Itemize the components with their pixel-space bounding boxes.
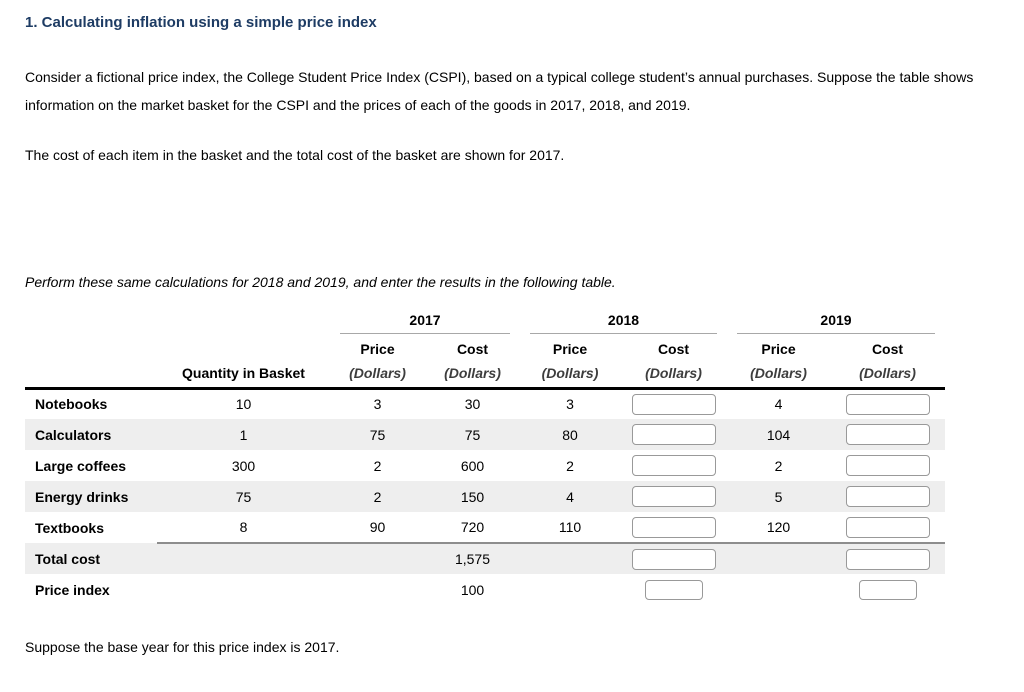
price-2018-value: 3 xyxy=(566,396,574,413)
dollars-label: (Dollars) xyxy=(330,360,425,390)
year-header-2018: 2018 xyxy=(520,310,727,334)
price-2019-value: 120 xyxy=(766,519,791,535)
cost-2017-header: Cost xyxy=(456,341,489,357)
cost-2017-value: 600 xyxy=(460,457,485,474)
total-cost-2017-value: 1,575 xyxy=(425,542,520,574)
input-cost-2019-energy-drinks[interactable] xyxy=(845,486,930,507)
quantity-value: 10 xyxy=(235,396,252,413)
item-row-notebooks: Notebooks 10 3 30 3 4 xyxy=(25,388,945,419)
price-2017-value: 2 xyxy=(373,457,382,474)
price-2019-value: 5 xyxy=(774,488,783,505)
price-2018-value: 2 xyxy=(566,457,574,474)
input-total-cost-2019[interactable] xyxy=(845,548,930,570)
item-label: Textbooks xyxy=(35,519,104,536)
input-cost-2019-textbooks[interactable] xyxy=(845,516,930,538)
units-header-row: Quantity in Basket (Dollars) (Dollars) (… xyxy=(25,360,945,390)
quantity-value: 8 xyxy=(239,519,248,535)
price-2017-value: 90 xyxy=(369,519,386,535)
price-2018-value: 4 xyxy=(566,488,574,505)
item-label: Notebooks xyxy=(35,396,108,413)
price-2019-value: 104 xyxy=(766,426,791,443)
input-cost-2018-large-coffees[interactable] xyxy=(631,455,716,476)
quantity-value: 300 xyxy=(231,457,256,474)
price-cost-header-row: Price Cost Price Cost Price Cost xyxy=(25,334,945,360)
price-2019-value: 4 xyxy=(774,396,783,413)
cost-2019-header: Cost xyxy=(871,341,904,357)
input-cost-2018-energy-drinks[interactable] xyxy=(631,486,716,507)
item-row-textbooks: Textbooks 8 90 720 110 120 xyxy=(25,512,945,543)
base-year-note: Suppose the base year for this price ind… xyxy=(25,639,340,655)
input-price-index-2018[interactable] xyxy=(644,579,703,600)
input-cost-2019-calculators[interactable] xyxy=(845,424,930,445)
intro-paragraph: Consider a fictional price index, the Co… xyxy=(25,69,974,113)
cost-2017-value: 75 xyxy=(464,426,481,443)
input-cost-2018-notebooks[interactable] xyxy=(631,393,716,415)
input-total-cost-2018[interactable] xyxy=(631,548,716,570)
price-2019-value: 2 xyxy=(774,457,783,474)
price-2017-value: 2 xyxy=(373,488,382,505)
item-row-energy-drinks: Energy drinks 75 2 150 4 5 xyxy=(25,481,945,512)
instruction-paragraph: Perform these same calculations for 2018… xyxy=(25,274,616,290)
problem-page: 1. Calculating inflation using a simple … xyxy=(25,14,974,655)
quantity-value: 75 xyxy=(235,488,252,505)
price-index-row: Price index 100 xyxy=(25,574,945,605)
year-header-2019: 2019 xyxy=(727,310,945,334)
cost-2017-value: 720 xyxy=(460,519,485,535)
year-header-2017: 2017 xyxy=(330,310,520,334)
quantity-value: 1 xyxy=(239,426,248,443)
item-label: Calculators xyxy=(35,426,112,443)
input-cost-2019-large-coffees[interactable] xyxy=(845,455,930,476)
total-cost-label: Total cost xyxy=(35,550,101,567)
price-index-label: Price index xyxy=(35,581,110,598)
input-cost-2018-textbooks[interactable] xyxy=(631,516,716,538)
item-label: Large coffees xyxy=(35,457,127,474)
cost-2018-header: Cost xyxy=(657,341,690,357)
input-cost-2018-calculators[interactable] xyxy=(631,424,716,445)
input-price-index-2019[interactable] xyxy=(858,579,917,600)
price-2017-header: Price xyxy=(360,341,395,357)
price-2018-value: 80 xyxy=(562,426,578,443)
dollars-label: (Dollars) xyxy=(425,360,520,390)
total-cost-row: Total cost 1,575 xyxy=(25,542,945,574)
price-2017-value: 3 xyxy=(373,396,382,413)
price-2018-header: Price xyxy=(552,341,588,357)
price-2019-header: Price xyxy=(761,341,796,357)
price-2018-value: 110 xyxy=(558,519,582,535)
year-header-row: 2017 2018 2019 xyxy=(25,310,945,334)
input-cost-2019-notebooks[interactable] xyxy=(845,393,930,415)
item-label: Energy drinks xyxy=(35,488,129,505)
cspi-table: 2017 2018 2019 Price Cost Price Cost Pri… xyxy=(25,310,945,605)
price-2017-value: 75 xyxy=(369,426,386,443)
item-row-large-coffees: Large coffees 300 2 600 2 2 xyxy=(25,450,945,481)
dollars-label: (Dollars) xyxy=(727,360,830,390)
cost-2017-value: 30 xyxy=(464,396,481,413)
dollars-label: (Dollars) xyxy=(620,360,727,390)
item-row-calculators: Calculators 1 75 75 80 104 xyxy=(25,419,945,450)
cost-paragraph: The cost of each item in the basket and … xyxy=(25,147,565,163)
quantity-header: Quantity in Basket xyxy=(157,360,330,390)
cost-2017-value: 150 xyxy=(460,488,485,505)
price-index-2017-value: 100 xyxy=(460,581,485,598)
dollars-label: (Dollars) xyxy=(830,360,945,390)
page-title: 1. Calculating inflation using a simple … xyxy=(25,14,377,31)
dollars-label: (Dollars) xyxy=(520,360,620,390)
